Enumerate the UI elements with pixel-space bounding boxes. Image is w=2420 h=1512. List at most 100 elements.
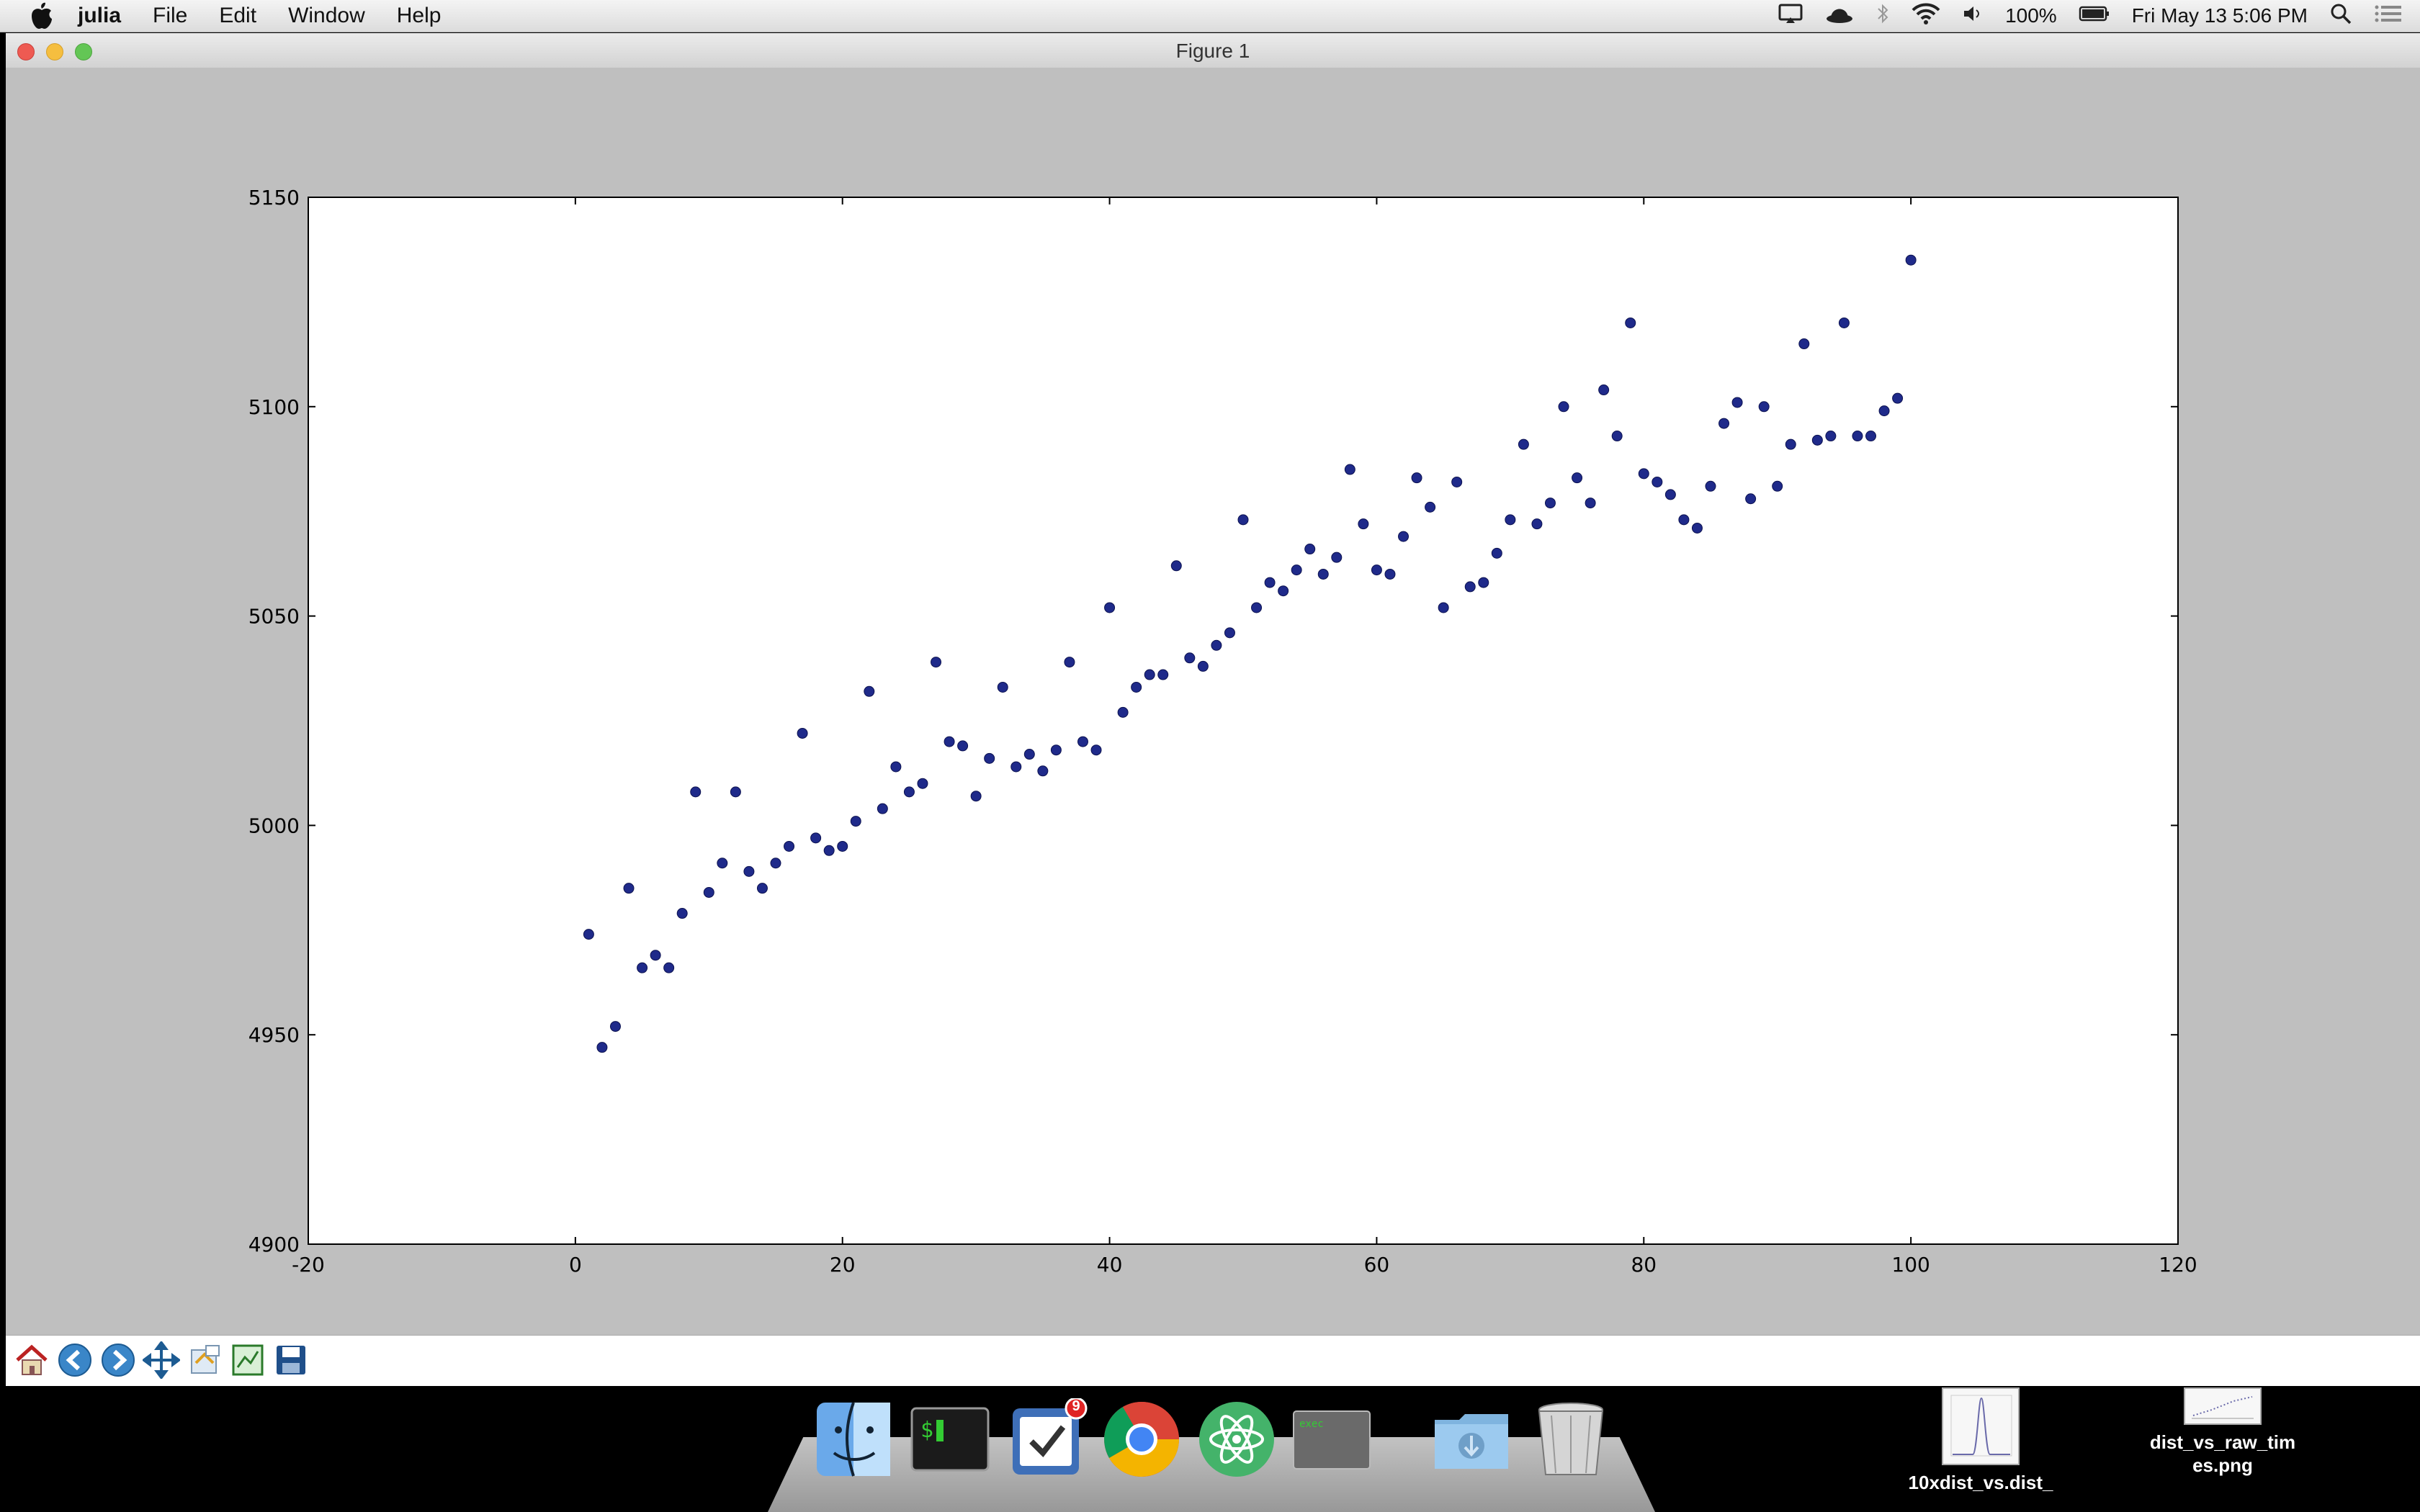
spotlight-search-icon[interactable]: [2329, 2, 2352, 30]
scatter-point: [1544, 498, 1556, 509]
menu-window[interactable]: Window: [288, 4, 365, 27]
scatter-point: [1652, 476, 1663, 487]
close-window-button[interactable]: [17, 43, 35, 60]
scatter-point: [1304, 544, 1316, 555]
app-menu-julia[interactable]: julia: [78, 4, 122, 27]
scatter-point: [1050, 744, 1062, 756]
svg-text:exec: exec: [1299, 1418, 1324, 1430]
scatter-point: [1745, 493, 1757, 505]
notification-center-icon[interactable]: [2374, 3, 2403, 30]
scatter-point: [1451, 476, 1463, 487]
y-tick-label: 4950: [248, 1023, 300, 1047]
scatter-point: [890, 761, 902, 773]
scatter-point: [903, 786, 915, 798]
scatter-point: [663, 962, 675, 973]
bowler-hat-icon[interactable]: [1825, 3, 1854, 30]
desktop-file-10xdist[interactable]: 10xdist_vs.dist_: [1901, 1387, 2060, 1494]
scatter-point: [1358, 518, 1369, 530]
zoom-icon[interactable]: [186, 1341, 223, 1379]
scatter-point: [1491, 547, 1502, 559]
menu-help[interactable]: Help: [396, 4, 442, 27]
airplay-icon[interactable]: [1778, 3, 1803, 30]
scatter-point: [837, 840, 848, 852]
volume-icon[interactable]: [1962, 3, 1984, 30]
battery-percentage: 100%: [2005, 4, 2057, 27]
scatter-point: [1531, 518, 1543, 530]
chrome-icon[interactable]: [1101, 1398, 1183, 1480]
plot-canvas[interactable]: -20 0 20 40 60 80 100 120 4900 4950 5000 5050 5100 51…: [6, 68, 2420, 1368]
y-tick-label: 5150: [248, 186, 300, 210]
scatter-point: [1691, 522, 1703, 534]
scatter-point: [1090, 744, 1102, 756]
scatter-point: [1825, 431, 1837, 442]
window-titlebar[interactable]: Figure 1: [6, 33, 2420, 68]
scatter-point: [1811, 434, 1823, 446]
trash-icon[interactable]: [1530, 1398, 1612, 1480]
minimize-window-button[interactable]: [46, 43, 63, 60]
scatter-point: [997, 681, 1008, 693]
scatter-point: [1558, 401, 1569, 413]
scatter-point: [730, 786, 741, 798]
battery-icon[interactable]: [2079, 4, 2110, 27]
scatter-point: [1104, 602, 1116, 613]
scatter-point: [970, 791, 982, 802]
atom-icon[interactable]: [1196, 1398, 1278, 1480]
wifi-icon[interactable]: [1912, 3, 1940, 30]
apple-menu-icon[interactable]: [29, 1, 55, 30]
menu-file[interactable]: File: [153, 4, 188, 27]
scatter-point: [984, 752, 995, 764]
scatter-point: [1211, 639, 1222, 651]
scatter-point: [1798, 338, 1810, 350]
y-tick-label: 5050: [248, 605, 300, 629]
back-icon[interactable]: [56, 1341, 94, 1379]
scatter-point: [823, 845, 835, 856]
scatter-point: [1398, 531, 1410, 542]
terminal-icon[interactable]: $: [909, 1398, 991, 1480]
scatter-point: [1905, 254, 1917, 266]
scatter-point: [637, 962, 648, 973]
menubar-clock[interactable]: Fri May 13 5:06 PM: [2131, 4, 2308, 27]
scatter-point: [1478, 577, 1489, 588]
finder-icon[interactable]: [812, 1398, 895, 1480]
scatter-point: [690, 786, 702, 798]
save-icon[interactable]: [272, 1341, 310, 1379]
figure-toolbar: [6, 1335, 2420, 1386]
scatter-point: [917, 778, 928, 789]
scatter-point: [1518, 438, 1529, 450]
bluetooth-icon[interactable]: [1876, 3, 1890, 30]
forward-icon[interactable]: [99, 1341, 137, 1379]
menu-bar: julia File Edit Window Help 100% Fri May…: [0, 0, 2420, 32]
scatter-point: [1758, 401, 1770, 413]
scatter-point: [1331, 552, 1343, 563]
scatter-point: [1505, 514, 1516, 526]
scatter-point: [1264, 577, 1276, 588]
desktop-file-dist-vs-raw[interactable]: dist_vs_raw_tim es.png: [2143, 1387, 2302, 1477]
scatter-point: [797, 727, 808, 739]
y-tick-label: 5100: [248, 395, 300, 419]
scatter-point: [1852, 431, 1863, 442]
x-tick-label: 60: [1364, 1253, 1390, 1277]
scatter-point: [1144, 669, 1155, 680]
scatter-point: [1611, 431, 1623, 442]
scatter-point: [1170, 560, 1182, 572]
x-tick-label: 120: [2159, 1253, 2197, 1277]
exec-terminal-icon[interactable]: exec: [1291, 1398, 1373, 1480]
scatter-point: [1878, 405, 1890, 417]
y-tick-label: 5000: [248, 814, 300, 837]
scatter-point: [1064, 657, 1075, 668]
desktop-file-label: dist_vs_raw_tim es.png: [2149, 1431, 2296, 1476]
subplots-icon[interactable]: [229, 1341, 266, 1379]
scatter-point: [1785, 438, 1796, 450]
zoom-window-button[interactable]: [75, 43, 92, 60]
scatter-point: [864, 685, 875, 697]
scatter-point: [717, 858, 728, 869]
scatter-point: [1838, 317, 1850, 328]
scatter-point: [703, 886, 714, 898]
downloads-folder-icon[interactable]: [1430, 1398, 1512, 1480]
home-icon[interactable]: [13, 1341, 50, 1379]
tasks-icon[interactable]: 9: [1005, 1397, 1088, 1480]
scatter-point: [1224, 627, 1235, 639]
menu-edit[interactable]: Edit: [219, 4, 257, 27]
scatter-point: [1077, 736, 1088, 747]
pan-icon[interactable]: [141, 1340, 182, 1380]
